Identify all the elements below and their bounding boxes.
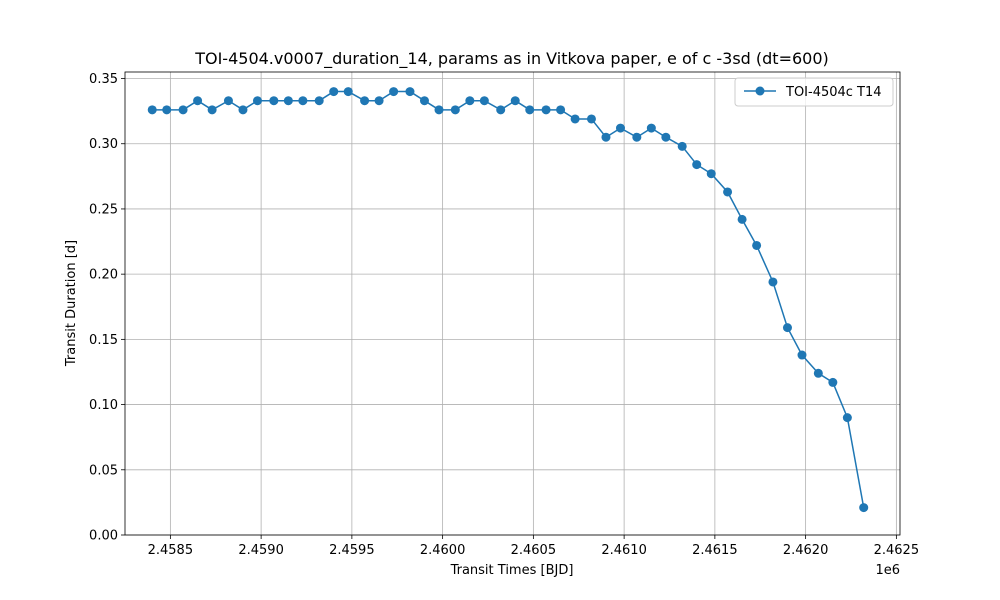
data-point [269, 96, 279, 106]
data-point [723, 187, 733, 197]
series-line [152, 90, 865, 508]
data-point [782, 323, 792, 333]
legend: TOI-4504c T14 [734, 77, 894, 107]
legend-marker [755, 86, 765, 96]
data-point [737, 214, 747, 224]
data-point [450, 105, 460, 115]
data-point [615, 123, 625, 133]
x-axis-label: Transit Times [BJD] [450, 563, 574, 578]
x-tick-label: 2.4585 [148, 543, 194, 558]
data-point [374, 96, 384, 106]
data-point [207, 105, 217, 115]
data-point [570, 114, 580, 124]
y-tick-label: 0.25 [89, 202, 118, 217]
data-point [601, 132, 611, 142]
x-offset-label: 1e6 [875, 563, 900, 578]
data-point [314, 96, 324, 106]
data-point [298, 96, 308, 106]
x-tick-label: 2.4605 [511, 543, 557, 558]
data-point [632, 132, 642, 142]
axes-frame [124, 71, 901, 536]
x-tick-label: 2.4600 [420, 543, 466, 558]
chart-title: TOI-4504.v0007_duration_14, params as in… [194, 49, 829, 69]
data-point [525, 105, 535, 115]
x-tick-label: 2.4595 [329, 543, 375, 558]
y-tick-label: 0.00 [89, 529, 118, 544]
data-point [859, 503, 869, 513]
x-axis: 2.4585 2.4590 2.4595 2.4600 2.4605 2.4610 2.46… [148, 535, 919, 558]
y-axis-label: Transit Duration [d] [64, 240, 79, 367]
data-point [677, 141, 687, 151]
y-tick-label: 0.30 [89, 137, 118, 152]
axes-border [124, 71, 901, 536]
data-point [252, 96, 262, 106]
legend-box [734, 77, 894, 107]
y-tick-label: 0.20 [89, 268, 118, 283]
data-point [842, 413, 852, 423]
y-tick-label: 0.05 [89, 463, 118, 478]
x-tick-label: 2.4620 [783, 543, 829, 558]
series-layer [147, 87, 869, 513]
data-point [283, 96, 293, 106]
data-point [797, 350, 807, 360]
y-tick-label: 0.15 [89, 333, 118, 348]
data-point [646, 123, 656, 133]
data-point [465, 96, 475, 106]
data-point [162, 105, 172, 115]
y-tick-label: 0.35 [89, 72, 118, 87]
legend-label: TOI-4504c T14 [785, 85, 882, 100]
data-point [479, 96, 489, 106]
data-point [193, 96, 203, 106]
x-tick-label: 2.4615 [692, 543, 738, 558]
data-point [586, 114, 596, 124]
x-tick-label: 2.4625 [874, 543, 920, 558]
data-point [828, 377, 838, 387]
data-point [556, 105, 566, 115]
grid [125, 72, 900, 536]
data-point [706, 169, 716, 179]
y-axis: 0.00 0.05 0.10 0.15 0.20 0.25 0.30 0.35 [89, 72, 125, 544]
data-point [541, 105, 551, 115]
data-point [434, 105, 444, 115]
x-tick-label: 2.4590 [238, 543, 284, 558]
data-point [238, 105, 248, 115]
data-point [389, 87, 399, 97]
data-point [813, 368, 823, 378]
data-point [510, 96, 520, 106]
data-point [343, 87, 353, 97]
data-point [768, 277, 778, 287]
x-tick-label: 2.4610 [601, 543, 647, 558]
data-point [360, 96, 370, 106]
data-point [419, 96, 429, 106]
y-tick-label: 0.10 [89, 398, 118, 413]
data-point [223, 96, 233, 106]
data-point [147, 105, 157, 115]
data-point [752, 240, 762, 250]
data-point [405, 87, 415, 97]
data-point [692, 160, 702, 170]
data-point [661, 132, 671, 142]
data-point [496, 105, 506, 115]
data-point [178, 105, 188, 115]
data-point [329, 87, 339, 97]
